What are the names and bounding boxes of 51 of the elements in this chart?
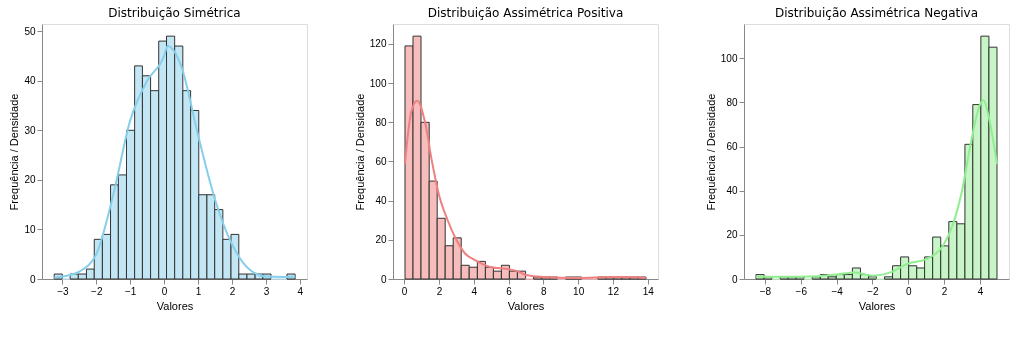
y-tick-label: 20 — [375, 234, 387, 246]
x-tick-label: −2 — [867, 285, 880, 297]
x-tick-label: 2 — [436, 285, 443, 297]
x-tick-label: 2 — [941, 285, 948, 297]
y-tick-label: 60 — [726, 141, 738, 153]
y-axis-title: Frequência / Densidade — [353, 93, 366, 211]
x-tick-label: −2 — [91, 285, 103, 297]
x-axis-title: Valores — [507, 299, 545, 312]
y-tick-label: 20 — [726, 229, 738, 241]
y-tick-label: 80 — [726, 96, 738, 108]
x-tick-label: −4 — [831, 285, 844, 297]
x-tick-label: 0 — [161, 285, 168, 297]
x-tick-label: −6 — [795, 285, 808, 297]
y-axis-title: Frequência / Densidade — [8, 93, 21, 211]
x-tick-label: 0 — [906, 285, 913, 297]
x-tick-label: 2 — [229, 285, 236, 297]
x-tick-label: 0 — [401, 285, 408, 297]
x-tick-label: 6 — [506, 285, 513, 297]
x-tick-label: 4 — [297, 285, 304, 297]
x-tick-label: 10 — [573, 285, 585, 297]
x-tick-label: 4 — [977, 285, 984, 297]
x-axis-title: Valores — [156, 299, 194, 312]
x-tick-label: −8 — [759, 285, 772, 297]
y-tick-label: 10 — [24, 223, 36, 235]
y-tick-label: 30 — [24, 124, 36, 136]
y-axis-title: Frequência / Densidade — [704, 93, 717, 211]
y-tick-label: 20 — [24, 174, 36, 186]
y-tick-label: 0 — [29, 273, 36, 285]
chart-title: Distribuição Assimétrica Negativa — [774, 6, 979, 20]
y-tick-label: 120 — [369, 38, 387, 50]
y-tick-label: 0 — [731, 273, 738, 285]
chart-title: Distribuição Assimétrica Positiva — [427, 6, 624, 20]
x-tick-label: 12 — [607, 285, 620, 297]
chart-title: Distribuição Simétrica — [108, 6, 241, 20]
y-tick-label: 60 — [375, 155, 387, 167]
x-tick-label: −1 — [125, 285, 137, 297]
x-tick-label: 14 — [642, 285, 655, 297]
y-tick-label: 100 — [369, 77, 387, 89]
x-axis-title: Valores — [858, 299, 896, 312]
y-tick-label: 40 — [375, 195, 387, 207]
x-tick-label: 4 — [471, 285, 478, 297]
x-tick-label: 8 — [541, 285, 548, 297]
y-tick-label: 100 — [720, 52, 738, 64]
x-tick-label: 1 — [195, 285, 202, 297]
x-tick-label: 3 — [263, 285, 270, 297]
y-tick-label: 50 — [24, 25, 36, 37]
y-tick-label: 80 — [375, 116, 387, 128]
y-tick-label: 40 — [726, 185, 738, 197]
x-tick-label: −3 — [57, 285, 69, 297]
y-tick-label: 0 — [380, 273, 387, 285]
y-tick-label: 40 — [24, 75, 36, 87]
